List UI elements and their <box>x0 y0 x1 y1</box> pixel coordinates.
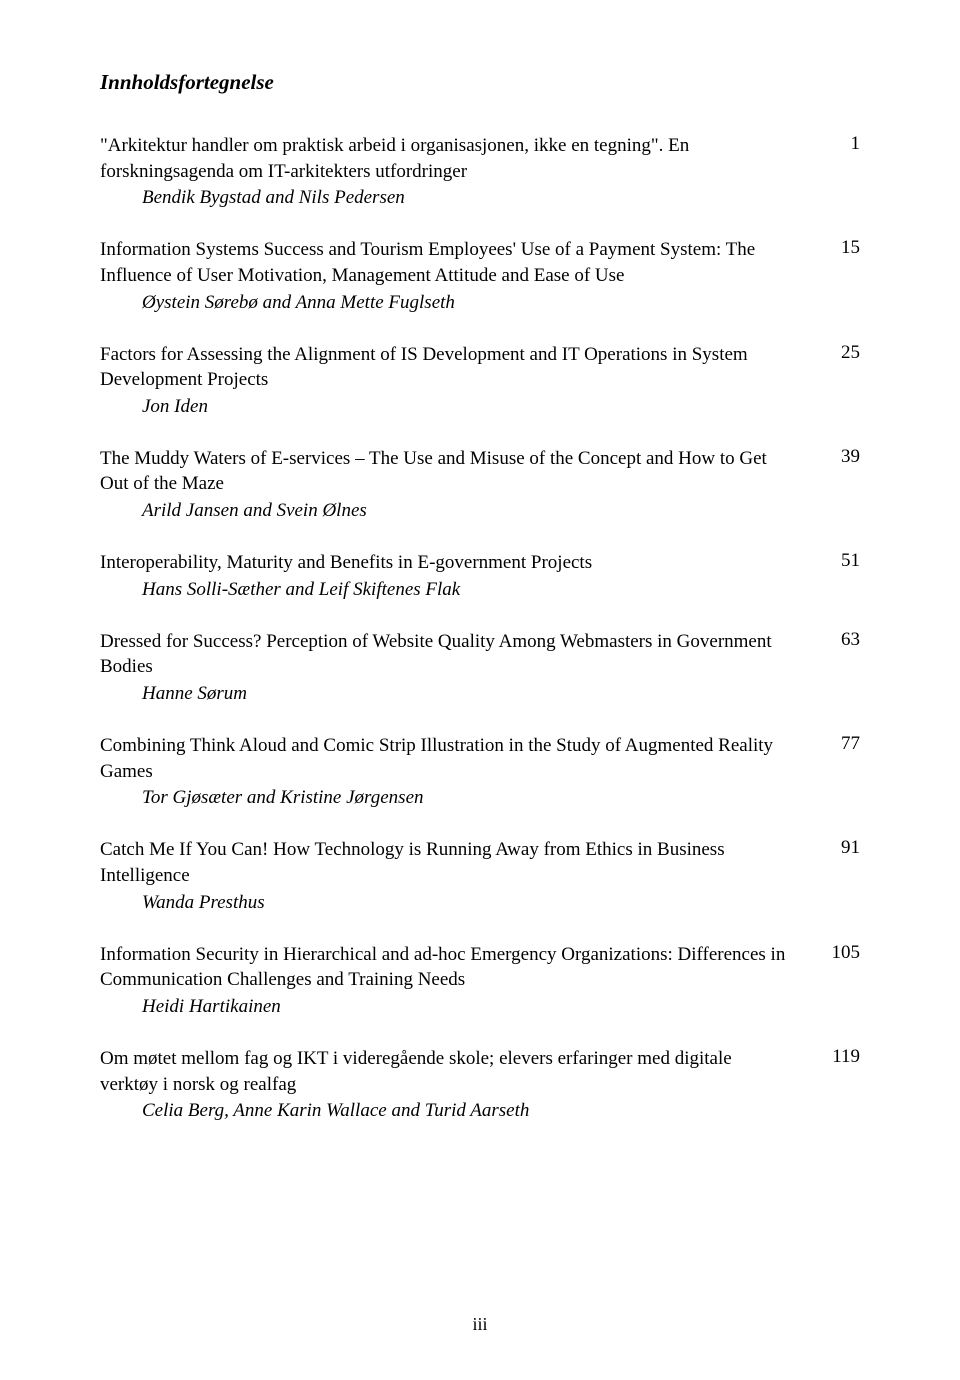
toc-author: Tor Gjøsæter and Kristine Jørgensen <box>142 787 790 809</box>
toc-text-block: The Muddy Waters of E-services – The Use… <box>100 446 820 522</box>
toc-title: Factors for Assessing the Alignment of I… <box>100 342 790 393</box>
toc-entry: Interoperability, Maturity and Benefits … <box>100 550 860 601</box>
toc-text-block: Dressed for Success? Perception of Websi… <box>100 629 820 705</box>
toc-entry: "Arkitektur handler om praktisk arbeid i… <box>100 133 860 209</box>
toc-author: Hanne Sørum <box>142 683 790 705</box>
toc-title: The Muddy Waters of E-services – The Use… <box>100 446 790 497</box>
footer-page-number: iii <box>0 1314 960 1335</box>
toc-author: Wanda Presthus <box>142 892 790 914</box>
toc-author: Celia Berg, Anne Karin Wallace and Turid… <box>142 1100 790 1122</box>
toc-entry: Information Security in Hierarchical and… <box>100 942 860 1018</box>
toc-page-number: 1 <box>820 133 860 155</box>
toc-author: Bendik Bygstad and Nils Pedersen <box>142 187 790 209</box>
toc-text-block: Om møtet mellom fag og IKT i videregåend… <box>100 1046 820 1122</box>
toc-page-number: 119 <box>820 1046 860 1068</box>
toc-text-block: "Arkitektur handler om praktisk arbeid i… <box>100 133 820 209</box>
toc-text-block: Combining Think Aloud and Comic Strip Il… <box>100 733 820 809</box>
toc-entry: Information Systems Success and Tourism … <box>100 237 860 313</box>
toc-page-number: 91 <box>820 837 860 859</box>
toc-author: Hans Solli-Sæther and Leif Skiftenes Fla… <box>142 579 790 601</box>
toc-author: Arild Jansen and Svein Ølnes <box>142 500 790 522</box>
toc-page-number: 15 <box>820 237 860 259</box>
toc-entry: Dressed for Success? Perception of Websi… <box>100 629 860 705</box>
toc-page-number: 105 <box>820 942 860 964</box>
toc-entry: The Muddy Waters of E-services – The Use… <box>100 446 860 522</box>
toc-entry: Combining Think Aloud and Comic Strip Il… <box>100 733 860 809</box>
toc-title: Om møtet mellom fag og IKT i videregåend… <box>100 1046 790 1097</box>
toc-title: Dressed for Success? Perception of Websi… <box>100 629 790 680</box>
toc-text-block: Catch Me If You Can! How Technology is R… <box>100 837 820 913</box>
toc-page-number: 77 <box>820 733 860 755</box>
toc-page-number: 25 <box>820 342 860 364</box>
toc-page-number: 51 <box>820 550 860 572</box>
document-header: Innholdsfortegnelse <box>100 70 860 95</box>
toc-entry: Om møtet mellom fag og IKT i videregåend… <box>100 1046 860 1122</box>
toc-entry: Factors for Assessing the Alignment of I… <box>100 342 860 418</box>
toc-title: Information Systems Success and Tourism … <box>100 237 790 288</box>
toc-text-block: Factors for Assessing the Alignment of I… <box>100 342 820 418</box>
toc-title: "Arkitektur handler om praktisk arbeid i… <box>100 133 790 184</box>
toc-author: Øystein Sørebø and Anna Mette Fuglseth <box>142 292 790 314</box>
toc-page-number: 63 <box>820 629 860 651</box>
toc-text-block: Information Security in Hierarchical and… <box>100 942 820 1018</box>
toc-entry: Catch Me If You Can! How Technology is R… <box>100 837 860 913</box>
toc-author: Jon Iden <box>142 396 790 418</box>
toc-title: Combining Think Aloud and Comic Strip Il… <box>100 733 790 784</box>
toc-page-number: 39 <box>820 446 860 468</box>
toc-title: Information Security in Hierarchical and… <box>100 942 790 993</box>
toc-text-block: Information Systems Success and Tourism … <box>100 237 820 313</box>
toc-author: Heidi Hartikainen <box>142 996 790 1018</box>
toc-text-block: Interoperability, Maturity and Benefits … <box>100 550 820 601</box>
toc-title: Catch Me If You Can! How Technology is R… <box>100 837 790 888</box>
toc-title: Interoperability, Maturity and Benefits … <box>100 550 790 576</box>
